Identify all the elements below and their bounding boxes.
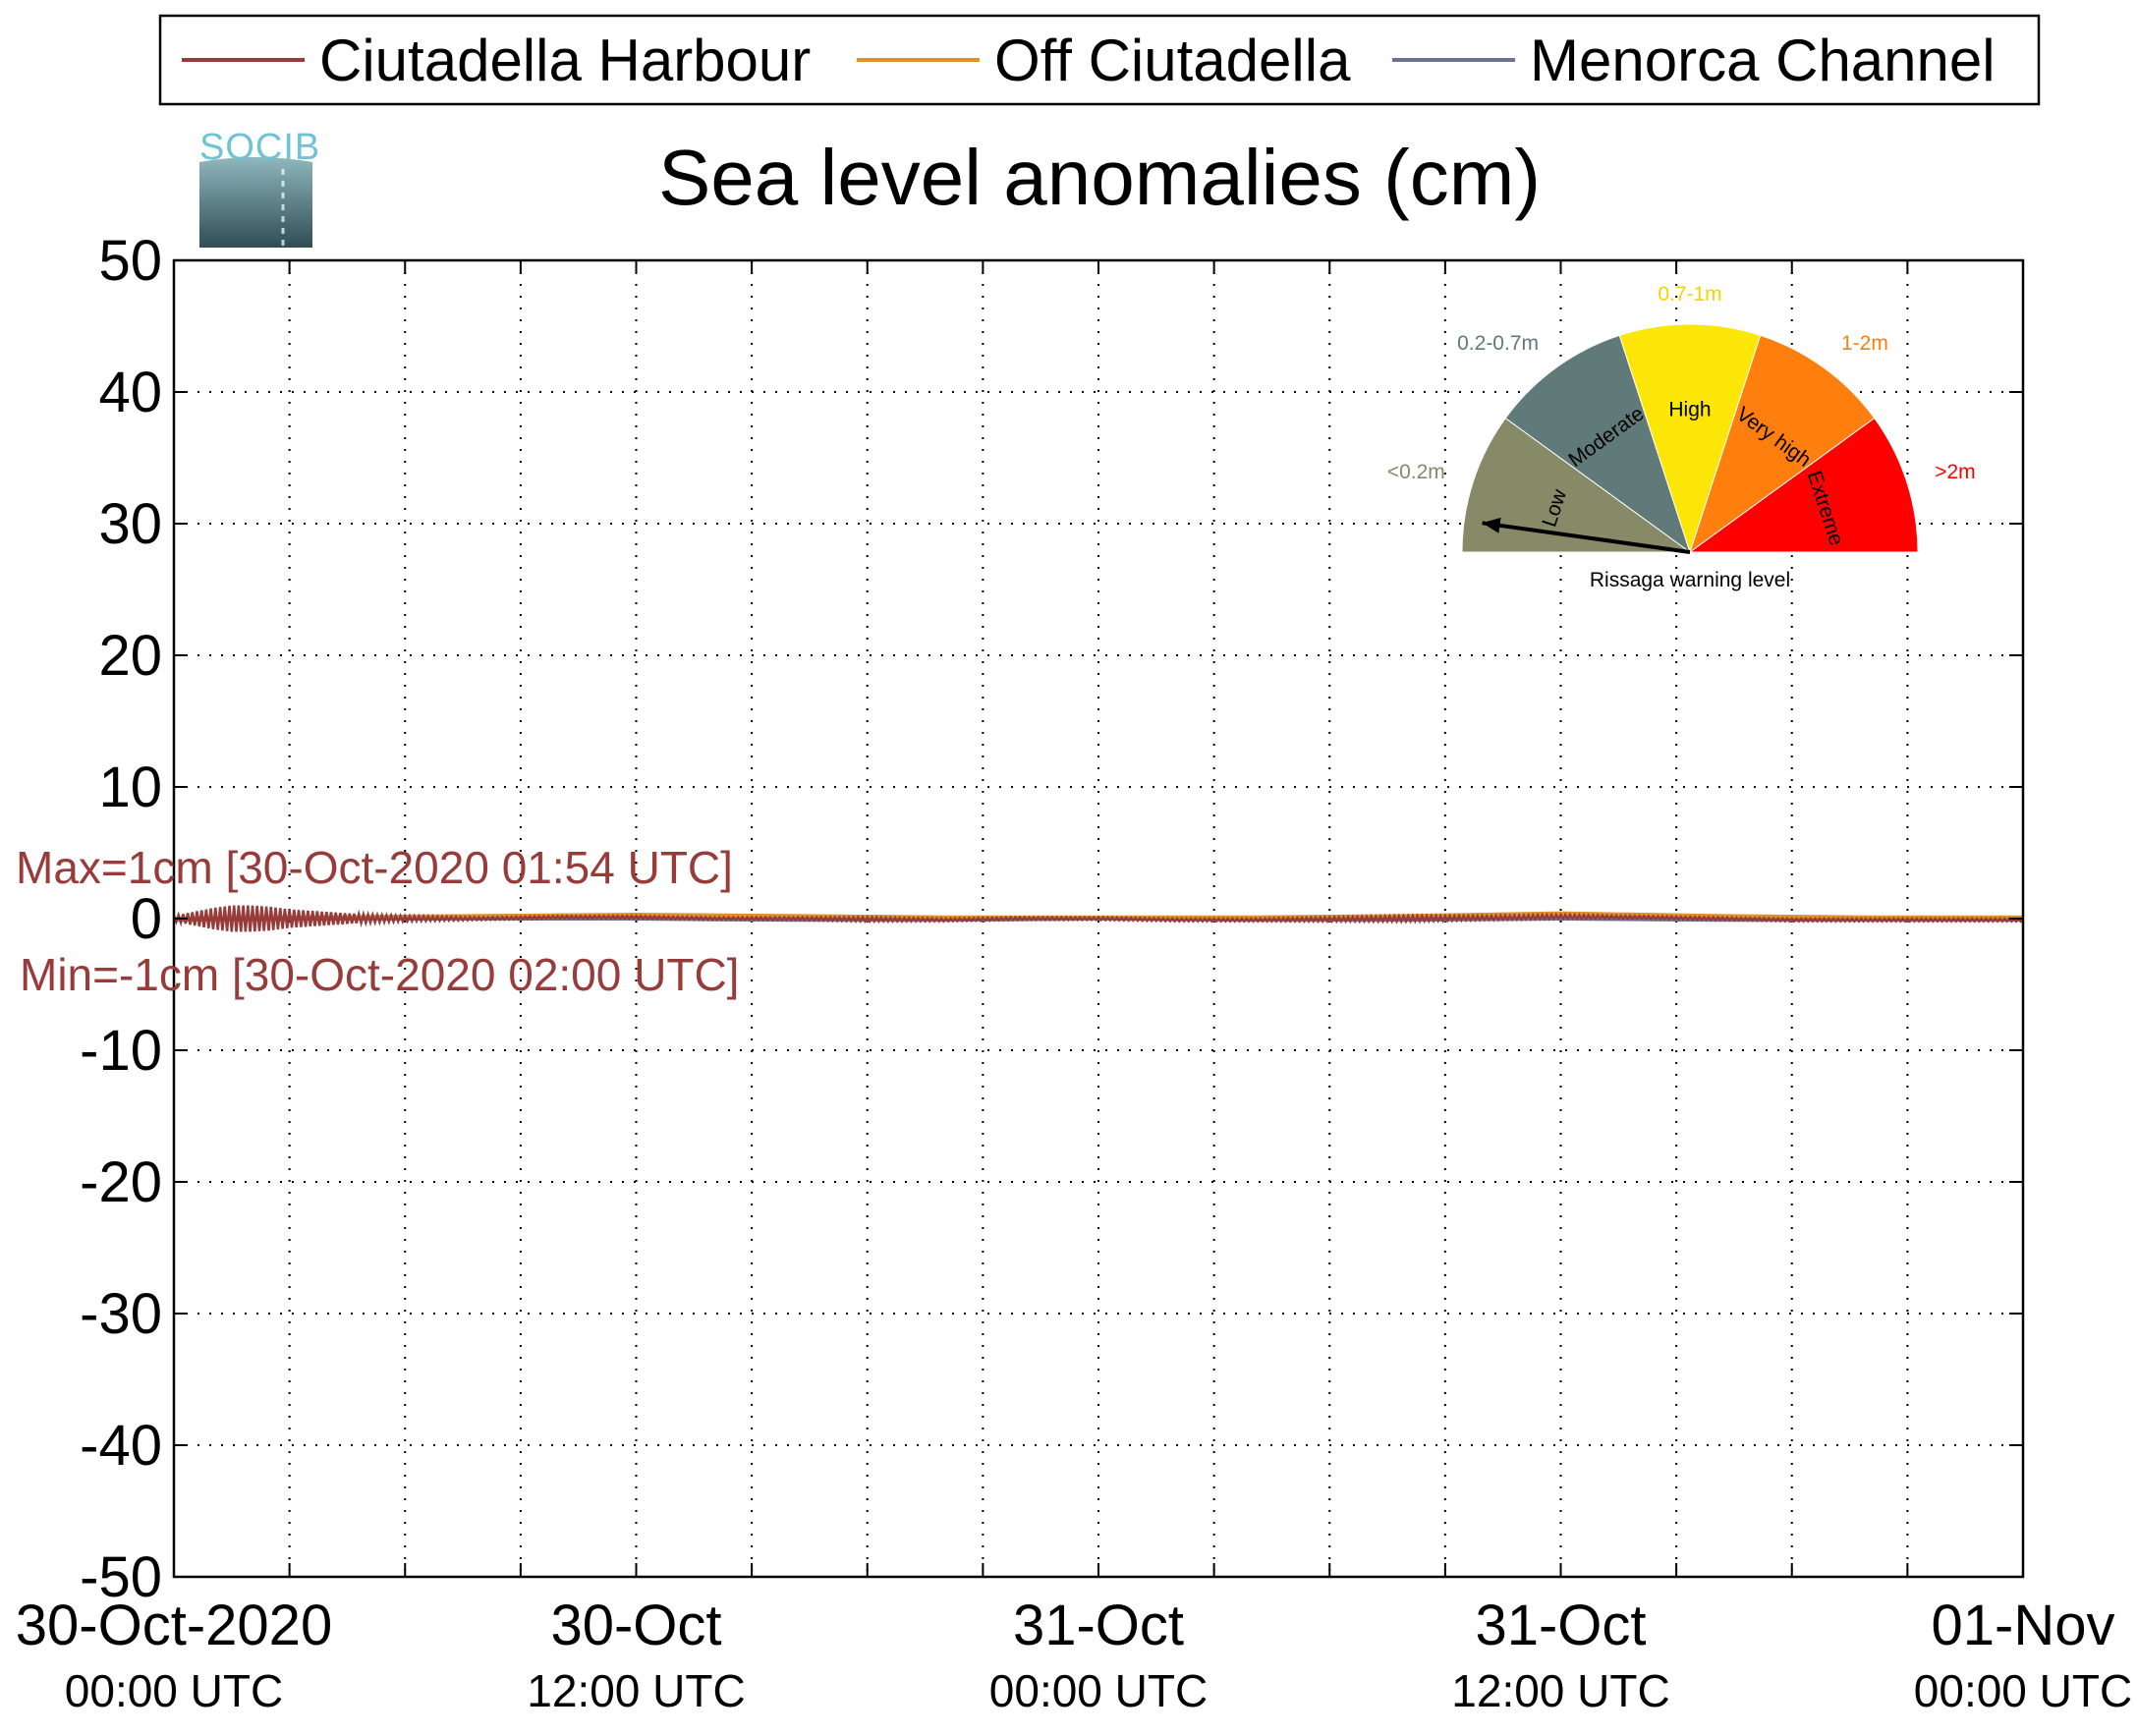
x-tick-label-time: 12:00 UTC	[527, 1665, 745, 1716]
y-tick-label: -20	[80, 1150, 162, 1214]
chart-title: Sea level anomalies (cm)	[658, 134, 1541, 221]
gauge-segment-label: High	[1668, 399, 1711, 421]
y-tick-label: 40	[98, 361, 162, 424]
y-tick-label: 30	[98, 492, 162, 556]
x-tick-label-date: 31-Oct	[1475, 1594, 1646, 1657]
gauge-segment-moderate	[1504, 334, 1691, 554]
x-tick-label-date: 30-Oct	[550, 1594, 721, 1657]
gauge-range-label: 0.7-1m	[1658, 283, 1721, 306]
x-tick-label-time: 00:00 UTC	[989, 1665, 1208, 1716]
gauge-segment-high	[1618, 323, 1762, 554]
y-tick-label: -40	[80, 1414, 162, 1478]
gauge-needle-head	[1482, 517, 1501, 533]
x-tick-label-date: 01-Nov	[1932, 1594, 2115, 1657]
gauge-range-label: 0.2-0.7m	[1457, 332, 1539, 355]
gauge-title: Rissaga warning level	[1590, 569, 1790, 591]
y-tick-label: 10	[98, 756, 162, 819]
gauge-range-label: >2m	[1935, 461, 1975, 483]
legend-box	[158, 14, 2041, 106]
legend-label: Ciutadella Harbour	[319, 28, 811, 93]
x-tick-label-date: 30-Oct-2020	[16, 1594, 332, 1657]
x-tick-label-time: 00:00 UTC	[65, 1665, 283, 1716]
gauge-segment-very-high	[1689, 334, 1876, 554]
min-annotation: Min=-1cm [30-Oct-2020 02:00 UTC]	[20, 949, 739, 1000]
legend-label: Off Ciutadella	[994, 28, 1351, 93]
gauge-needle	[1482, 521, 1691, 554]
gauge-segment-extreme	[1688, 417, 1919, 553]
legend: Ciutadella Harbour Off Ciutadella Menorca …	[158, 14, 2041, 106]
y-tick-label: 50	[98, 229, 162, 293]
y-tick-label: -50	[80, 1545, 162, 1609]
logo-text: SOCIB	[199, 127, 320, 168]
legend-label: Menorca Channel	[1530, 28, 1996, 93]
max-annotation: Max=1cm [30-Oct-2020 01:54 UTC]	[16, 842, 733, 893]
series-line-ciutadella-harbour	[172, 905, 2024, 932]
x-tick-label-time: 00:00 UTC	[1914, 1665, 2132, 1716]
x-tick-label-time: 12:00 UTC	[1451, 1665, 1669, 1716]
x-axis: 30-Oct-2020 00:00 UTC 30-Oct 12:00 UTC 31-Oc…	[16, 260, 2132, 1716]
series-lines	[172, 905, 2024, 932]
gauge-range-label: 1-2m	[1841, 332, 1888, 355]
gauge-segment-low	[1461, 417, 1692, 553]
y-tick-label: 0	[131, 887, 162, 951]
gauge-range-label: <0.2m	[1387, 461, 1445, 483]
x-tick-label-date: 31-Oct	[1013, 1594, 1184, 1657]
y-tick-label: -10	[80, 1019, 162, 1083]
socib-logo: SOCIB	[199, 127, 320, 248]
y-axis: 50 40 30 20 10 0 -10 -20 -30 -40 -50	[80, 229, 2023, 1609]
y-tick-label: -30	[80, 1282, 162, 1346]
y-tick-label: 20	[98, 624, 162, 688]
